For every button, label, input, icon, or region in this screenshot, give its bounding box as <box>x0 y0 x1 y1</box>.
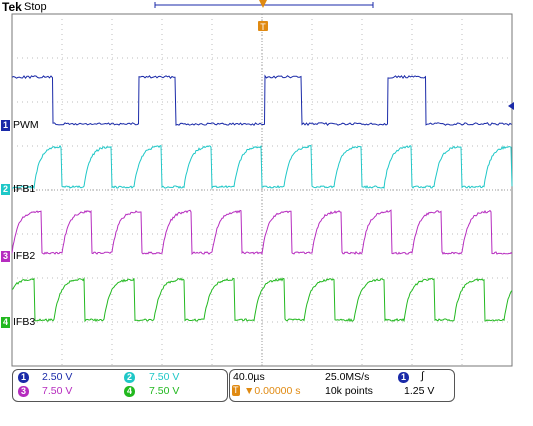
trigger-slope-icon[interactable]: ∫ <box>421 370 424 382</box>
ch2-chip[interactable]: 2 <box>124 372 135 383</box>
ch1-marker[interactable]: 1 <box>1 120 10 131</box>
ifb2-waveform <box>11 209 513 255</box>
horizontal-settings-box <box>229 369 455 402</box>
trigger-source-chip[interactable]: 1 <box>398 372 409 383</box>
ch2-scale[interactable]: 7.50 V <box>149 371 180 383</box>
brand-logo: Tek <box>2 0 22 14</box>
trigger-level[interactable]: 1.25 V <box>404 385 435 397</box>
ch3-label: IFB2 <box>13 250 36 262</box>
settings-panel: 1 2.50 V 2 7.50 V 3 7.50 V 4 7.50 V 40.0… <box>12 369 512 402</box>
ch3-scale[interactable]: 7.50 V <box>42 385 73 397</box>
timebase-value[interactable]: 40.0µs <box>233 371 265 383</box>
trigger-position-value[interactable]: ▼0.00000 s <box>244 385 301 397</box>
ch2-label: IFB1 <box>13 183 36 195</box>
trigger-position-arrow <box>259 0 267 8</box>
trigger-position-marker <box>258 21 268 31</box>
ch1-label: PWM <box>13 119 39 131</box>
sample-rate: 25.0MS/s <box>325 371 370 383</box>
ch1-chip[interactable]: 1 <box>18 372 29 383</box>
ifb3-waveform <box>11 276 513 323</box>
ch4-label: IFB3 <box>13 316 36 328</box>
ch4-chip[interactable]: 4 <box>124 386 135 397</box>
vertical-settings-box <box>12 369 228 402</box>
ch4-scale[interactable]: 7.50 V <box>149 385 180 397</box>
acquisition-status: Stop <box>24 1 47 13</box>
ch1-scale[interactable]: 2.50 V <box>42 371 73 383</box>
ch3-chip[interactable]: 3 <box>18 386 29 397</box>
ch4-marker[interactable]: 4 <box>1 317 10 328</box>
ch3-marker[interactable]: 3 <box>1 251 10 262</box>
trigger-position-marker-label: T <box>260 22 266 32</box>
record-length: 10k points <box>325 385 373 397</box>
trigger-level-arrow <box>508 102 514 110</box>
ch2-marker[interactable]: 2 <box>1 184 10 195</box>
ifb1-waveform <box>11 144 513 190</box>
trigger-position-icon: T <box>232 385 240 396</box>
pwm-waveform <box>11 74 512 127</box>
